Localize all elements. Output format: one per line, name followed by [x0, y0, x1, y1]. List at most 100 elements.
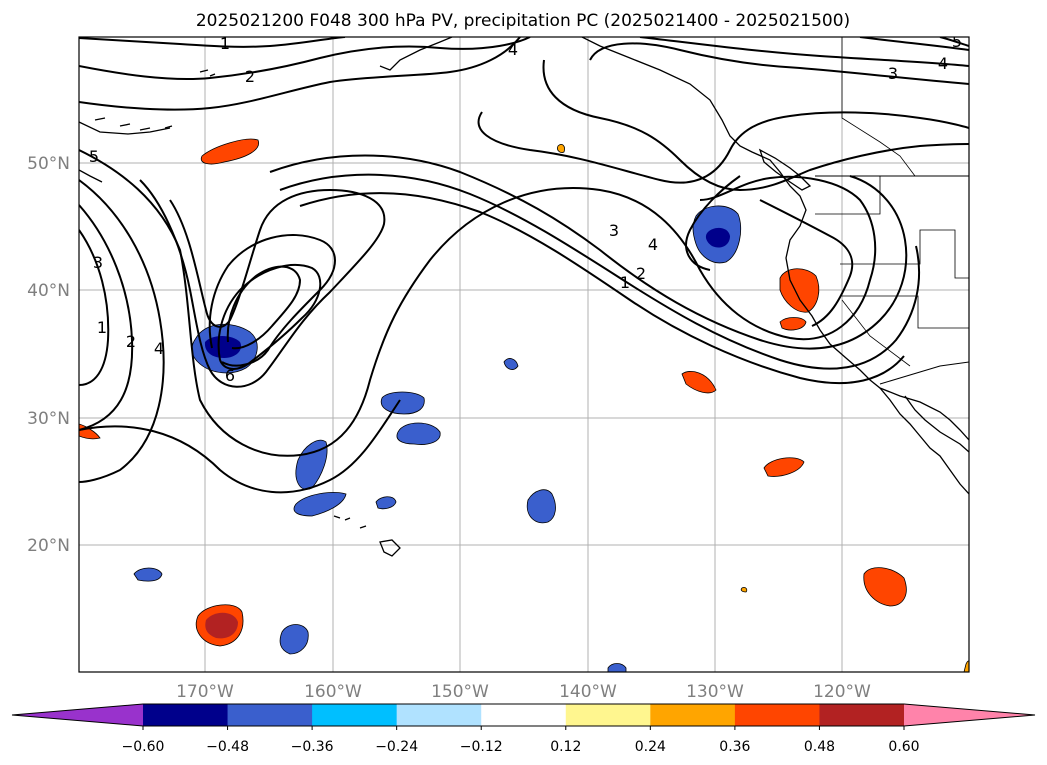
map-panel: 1 2 5 3 1 2 4 6 4 3 4 2 1 3 4 5: [78, 32, 970, 673]
coastline-hawaii: [333, 515, 401, 557]
lon-labels: 170°W 160°W 150°W 140°W 130°W 120°W: [176, 682, 871, 702]
colorbar-tick-label: 0.36: [719, 739, 750, 755]
contour-label-5: 5: [89, 147, 99, 166]
contour-label-1: 1: [220, 34, 230, 53]
colorbar-tick-label: 0.24: [635, 739, 666, 755]
lon-label-130w: 130°W: [686, 682, 744, 702]
precip-negative-blob: [295, 439, 328, 490]
lat-label-40n: 40°N: [27, 281, 70, 301]
precip-negative-blob: [396, 422, 441, 445]
lon-label-170w: 170°W: [176, 682, 234, 702]
lon-label-160w: 160°W: [304, 682, 362, 702]
figure-title: 2025021200 F048 300 hPa PV, precipitatio…: [196, 11, 850, 31]
colorbar-tick-label: 0.12: [550, 739, 581, 755]
precip-positive-blob: [779, 317, 807, 331]
precip-positive-blob: [681, 371, 717, 394]
colorbar-swatch: [312, 704, 398, 726]
contour-label-4: 4: [648, 235, 658, 254]
pv-contour-line: [685, 175, 741, 271]
coastline-vancouver-island: [758, 148, 812, 191]
border-us-mexico: [879, 361, 969, 385]
precip-negative-blob: [607, 663, 627, 672]
precip-positive-core: [205, 612, 238, 639]
colorbar-tick-label: 0.48: [804, 739, 835, 755]
contour-label-3: 3: [93, 253, 103, 272]
colorbar-swatch: [650, 704, 736, 726]
contour-label-3: 3: [888, 64, 898, 83]
pv-contour-line: [226, 265, 302, 350]
contour-label-2: 2: [245, 67, 255, 86]
lat-label-30n: 30°N: [27, 409, 70, 429]
precip-negative-core: [204, 336, 242, 358]
precip-positive-blob: [740, 587, 748, 593]
pv-contour-line: [217, 264, 322, 370]
colorbar-tick-label: −0.48: [206, 739, 249, 755]
colorbar-tick-label: −0.60: [122, 739, 165, 755]
pv-contour-line: [542, 59, 969, 192]
lat-label-20n: 20°N: [27, 536, 70, 556]
lat-label-50n: 50°N: [27, 154, 70, 174]
pv-contour-line: [639, 37, 969, 67]
pv-contour-line: [79, 399, 401, 494]
contour-label-1: 1: [97, 318, 107, 337]
colorbar-tick-label: −0.12: [460, 739, 503, 755]
contour-label-2: 2: [126, 332, 136, 351]
pv-contour-line: [79, 37, 531, 81]
pv-contour-line: [269, 154, 908, 350]
lon-label-120w: 120°W: [813, 682, 871, 702]
pv-contour-line: [79, 229, 110, 386]
precip-positive-blob: [763, 457, 805, 477]
contour-label-3: 3: [609, 221, 619, 240]
precip-negative-blob: [526, 489, 556, 524]
coastline-alaska: [79, 37, 969, 441]
coastline-kamchatka: [79, 169, 103, 183]
colorbar-tick-label: −0.24: [375, 739, 418, 755]
pv-contour-line: [79, 149, 877, 457]
precip-positive-blob: [200, 138, 259, 165]
contour-label-4: 4: [508, 40, 518, 59]
colorbar-swatch: [143, 704, 229, 726]
colorbar-swatch: [819, 704, 905, 726]
lon-label-140w: 140°W: [559, 682, 617, 702]
pv-contour-line: [79, 204, 134, 431]
precip-negative-blob: [279, 624, 309, 655]
coastline-aleutians: [94, 69, 216, 131]
precip-positive-blob: [863, 567, 907, 607]
precip-negative-blob: [375, 496, 397, 510]
pv-contours: [79, 37, 969, 494]
pv-contour-line: [299, 192, 905, 385]
pv-contour-line: [139, 179, 386, 388]
colorbar-swatch: [734, 704, 820, 726]
pv-contour-line: [477, 111, 969, 184]
map-frame: [78, 36, 970, 673]
pv-contour-line: [79, 179, 165, 483]
pv-contour-labels: 1 2 5 3 1 2 4 6 4 3 4 2 1 3 4 5: [89, 32, 962, 385]
precip-negative-blob: [380, 391, 425, 415]
colorbar-extend-low: [12, 704, 143, 726]
colorbar-tick-label: −0.36: [291, 739, 334, 755]
contour-label-4: 4: [154, 339, 164, 358]
pv-contour-line: [939, 37, 969, 47]
pv-contour-line: [79, 37, 346, 48]
pv-contour-line: [79, 37, 521, 111]
colorbar: −0.60 −0.48 −0.36 −0.24 −0.12 0.12 0.24 0.36 0.4…: [11, 703, 1036, 755]
precip-negative-blob: [503, 358, 519, 370]
contour-label-4: 4: [938, 54, 948, 73]
precip-negative-blob: [133, 567, 163, 582]
precip-negative-blob: [293, 492, 347, 517]
pv-contour-line: [759, 199, 854, 327]
colorbar-tick-label: 0.60: [888, 739, 919, 755]
colorbar-extend-high: [904, 704, 1035, 726]
colorbar-swatch: [481, 704, 567, 726]
pv-contour-line: [859, 37, 969, 51]
colorbar-swatch: [227, 704, 313, 726]
contour-label-2: 2: [636, 264, 646, 283]
lat-labels: 50°N 40°N 30°N 20°N: [27, 154, 70, 556]
precip-positive-blob: [557, 144, 565, 153]
coastlines: [79, 37, 969, 557]
precip-negative-core: [705, 227, 730, 248]
pv-contour-line: [279, 173, 921, 370]
contour-label-5: 5: [952, 32, 962, 51]
contour-label-6: 6: [225, 366, 235, 385]
